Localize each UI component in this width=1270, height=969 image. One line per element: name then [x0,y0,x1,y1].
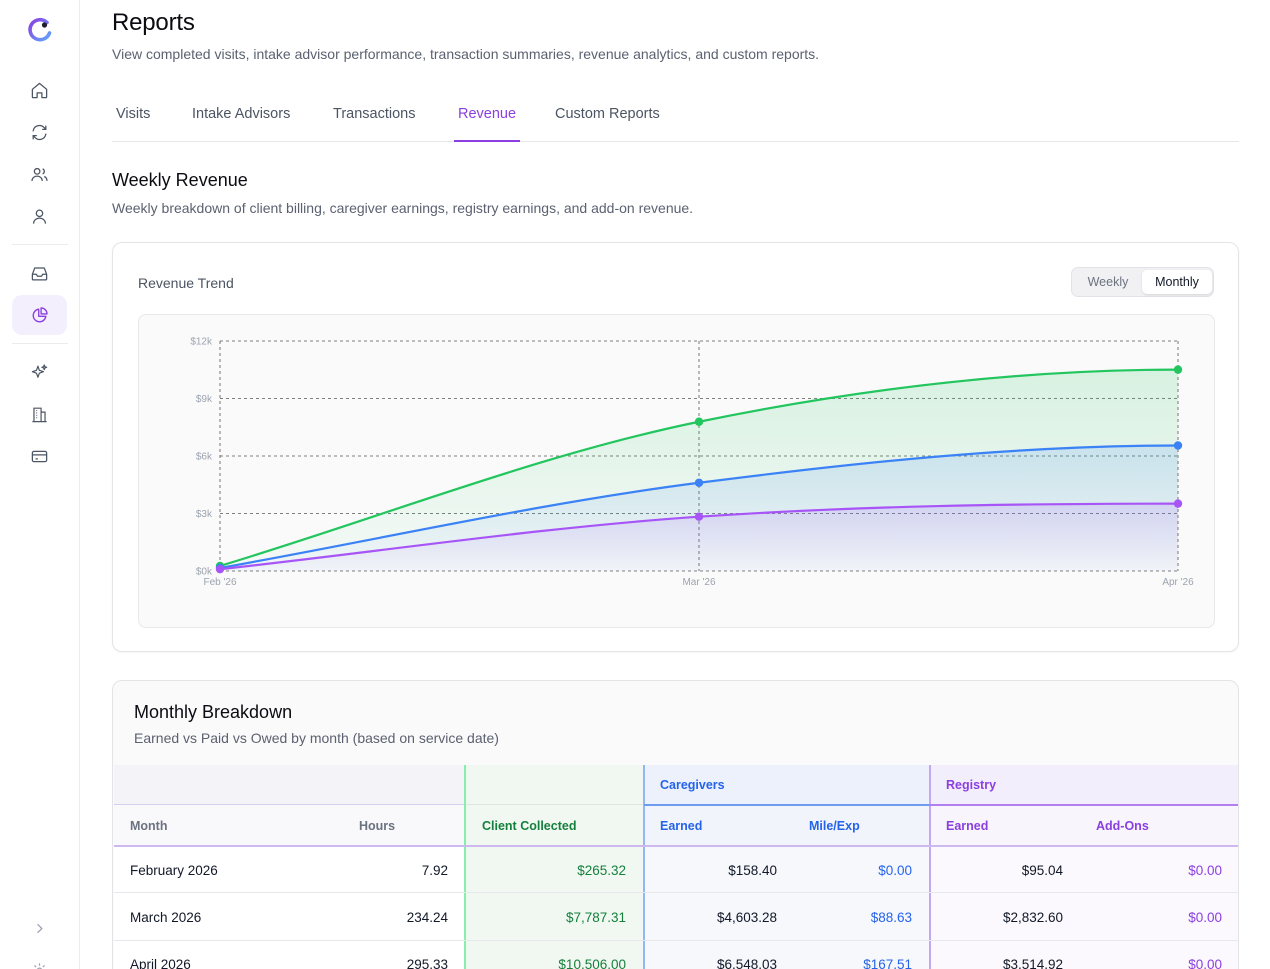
x-tick-label: Mar '26 [682,577,715,588]
x-tick-label: Apr '26 [1162,577,1194,588]
mile-exp-column-header[interactable]: Mile/Exp [809,819,860,833]
y-tick-label: $12k [190,337,213,348]
chart-card-title: Revenue Trend [138,275,234,291]
table-row-hours: 7.92 [421,862,448,878]
add-ons-column-header[interactable]: Add-Ons [1096,819,1149,833]
data-point [215,564,225,574]
caregiver-earned-column-header[interactable]: Earned [660,819,703,833]
chevron-right-icon [37,923,43,933]
sidebar-item-reports[interactable] [12,295,67,335]
gear-icon [33,962,46,969]
section-title: Weekly Revenue [112,170,248,190]
table-row-registry-earned: $2,832.60 [1002,910,1063,925]
table-row-month: February 2026 [130,862,218,878]
sidebar-item-team[interactable] [12,154,67,194]
table-row-caregiver-earned: $4,603.28 [716,910,777,925]
app-logo[interactable] [26,16,54,44]
breakdown-subtitle: Earned vs Paid vs Owed by month (based o… [134,730,499,746]
page-title: Reports [112,9,195,36]
pie-chart-icon [32,306,48,322]
y-tick-label: $6k [196,452,213,463]
tab-intake-advisors[interactable]: Intake Advisors [192,106,291,122]
inbox-icon [31,266,48,280]
table-row-hours: 295.33 [406,956,448,969]
breakdown-title: Monthly Breakdown [134,702,293,722]
table-row-mile-exp: $0.00 [878,862,912,878]
table-row-caregiver-earned: $6,548.03 [716,956,777,969]
table-row-client-collected: $10,506.00 [558,956,626,969]
report-tabs: Visits Intake Advisors Transactions Reve… [112,96,1239,142]
sidebar-expand-button[interactable] [12,908,67,948]
data-point [694,417,704,426]
revenue-chart-svg: $0k $3k $6k $9k $12k Feb '26 Mar '26 Apr '26 [190,337,1194,589]
y-tick-label: $9k [196,394,213,405]
caregivers-group-header: Caregivers [660,778,725,792]
monthly-toggle-button[interactable]: Monthly [1142,270,1212,294]
sidebar-item-settings[interactable] [12,950,67,969]
table-row-registry-earned: $95.04 [1021,862,1063,878]
sidebar-item-sync[interactable] [12,112,67,152]
y-tick-label: $3k [196,509,213,520]
building-icon [32,407,47,422]
refresh-icon [32,124,47,140]
weekly-toggle-button[interactable]: Weekly [1087,275,1129,289]
section-subtitle: Weekly breakdown of client billing, care… [112,200,694,216]
client-collected-column-header[interactable]: Client Collected [482,819,577,833]
monthly-breakdown-card: Monthly Breakdown Earned vs Paid vs Owed… [112,680,1239,969]
month-column-header[interactable]: Month [130,819,168,833]
sparkles-icon [31,363,48,378]
table-row-add-ons: $0.00 [1188,862,1222,878]
registry-group-header: Registry [946,778,997,792]
table-row-registry-earned: $3,514.92 [1002,956,1063,969]
x-tick-label: Feb '26 [203,577,236,588]
page-subtitle: View completed visits, intake advisor pe… [112,46,820,62]
period-toggle: Weekly Monthly [1071,267,1214,297]
sidebar-item-profile[interactable] [12,196,67,236]
home-icon [31,82,48,98]
user-icon [32,209,47,224]
table-row-caregiver-earned: $158.40 [728,862,777,878]
data-point [694,512,704,521]
hours-column-header[interactable]: Hours [359,819,396,833]
table-row-client-collected: $7,787.31 [565,910,626,925]
table-row-month: March 2026 [130,910,202,925]
users-icon [31,167,48,181]
sidebar-item-inbox[interactable] [12,253,67,293]
sidebar-item-ai[interactable] [12,352,67,392]
table-row-add-ons: $0.00 [1188,956,1222,969]
tab-custom-reports[interactable]: Custom Reports [555,106,660,122]
table-row-mile-exp: $88.63 [870,910,912,925]
revenue-trend-card: Revenue Trend Weekly Monthly $0k $3k $6k $9… [112,242,1239,652]
data-point [694,478,704,487]
data-point [1173,365,1183,374]
sidebar-item-billing[interactable] [12,436,67,476]
y-tick-label: $0k [196,567,213,578]
table-row-mile-exp: $167.51 [863,956,912,969]
tab-revenue[interactable]: Revenue [454,96,521,142]
data-point [1173,499,1183,508]
sidebar [0,0,80,969]
table-row-month: April 2026 [130,956,191,969]
table-row-hours: 234.24 [406,910,448,925]
registry-earned-column-header[interactable]: Earned [946,819,989,833]
series-area [220,503,1178,571]
data-point [1173,441,1183,450]
tab-visits[interactable]: Visits [116,106,151,122]
sidebar-item-organization[interactable] [12,394,67,434]
credit-card-icon [31,450,48,462]
revenue-chart: $0k $3k $6k $9k $12k Feb '26 Mar '26 Apr '26 [138,314,1215,628]
tab-transactions[interactable]: Transactions [333,106,416,122]
sidebar-item-home[interactable] [12,70,67,110]
table-row-client-collected: $265.32 [577,862,626,878]
table-row-add-ons: $0.00 [1188,910,1222,925]
